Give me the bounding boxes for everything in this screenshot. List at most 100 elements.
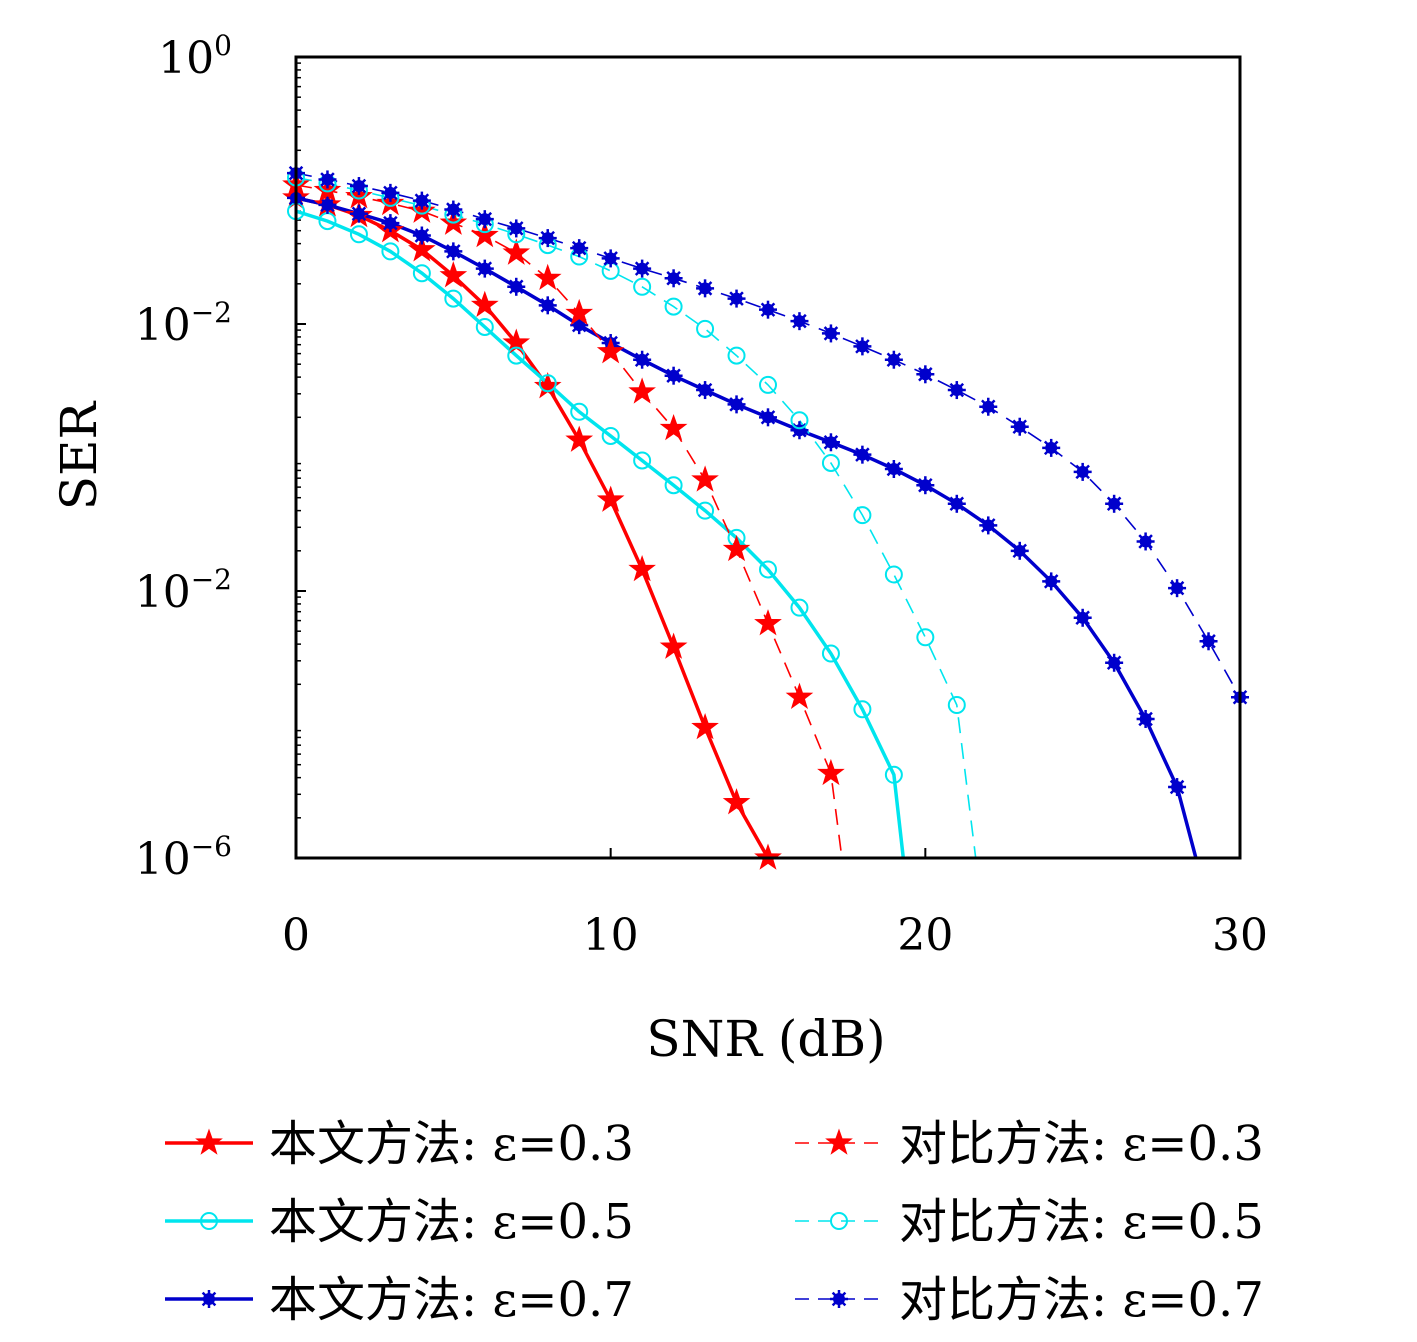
y-tick-exponent: −6 bbox=[191, 830, 232, 863]
legend-label-3: 对比方法: ε=0.3 bbox=[899, 1116, 1264, 1172]
series-4-marker-21 bbox=[947, 695, 966, 714]
legend-label-2: 本文方法: ε=0.7 bbox=[269, 1272, 634, 1328]
series-3-marker-8 bbox=[533, 263, 562, 291]
legend-entry-2: 本文方法: ε=0.7 bbox=[165, 1272, 634, 1328]
series-1-marker-10 bbox=[601, 426, 620, 445]
series-0-marker-13 bbox=[691, 712, 719, 740]
series-line-1 bbox=[296, 209, 906, 858]
series-5-marker-20 bbox=[916, 365, 935, 384]
axis-ticks bbox=[295, 56, 1241, 859]
series-3-marker-11 bbox=[628, 377, 656, 404]
series-0-marker-5 bbox=[439, 261, 468, 288]
y-tick-label-3: 10−6 bbox=[135, 830, 232, 885]
series-2-marker-26 bbox=[1105, 653, 1124, 672]
series-1-marker-11 bbox=[633, 451, 652, 470]
series-3-marker-14 bbox=[722, 534, 751, 562]
series-1-marker-4 bbox=[412, 264, 431, 283]
series-4-marker-19 bbox=[884, 565, 903, 584]
series-1-marker-6 bbox=[475, 317, 494, 336]
series-2-marker-14 bbox=[727, 395, 746, 414]
legend-entry-4: 对比方法: ε=0.5 bbox=[795, 1194, 1264, 1250]
series-2-marker-23 bbox=[1010, 541, 1029, 560]
series-3-marker-10 bbox=[596, 337, 625, 364]
x-tick-labels: 0 10 20 30 bbox=[282, 910, 1268, 961]
series-2-marker-21 bbox=[947, 494, 966, 513]
series-5-marker-15 bbox=[759, 300, 777, 319]
series-5-marker-13 bbox=[696, 279, 715, 298]
series-5-marker-9 bbox=[570, 239, 589, 258]
series-4-marker-12 bbox=[664, 297, 683, 316]
series-1-marker-2 bbox=[349, 225, 368, 244]
series-2-marker-25 bbox=[1073, 608, 1092, 627]
y-tick-base: 10 bbox=[135, 834, 191, 885]
series-2-marker-11 bbox=[633, 350, 652, 369]
series-2-marker-18 bbox=[853, 445, 872, 464]
legend-label-4: 对比方法: ε=0.5 bbox=[899, 1194, 1264, 1250]
series-2-marker-1 bbox=[318, 195, 337, 214]
series-2-marker-15 bbox=[759, 408, 777, 427]
y-tick-label-0: 100 bbox=[158, 29, 232, 84]
series-3-marker-15 bbox=[754, 609, 782, 636]
series-2-marker-8 bbox=[538, 296, 557, 315]
series-2-marker-22 bbox=[979, 516, 998, 535]
x-tick-label-1: 10 bbox=[583, 910, 639, 961]
series-4-marker-16 bbox=[790, 411, 809, 430]
series-0-marker-12 bbox=[659, 632, 688, 659]
series-5-marker-14 bbox=[727, 289, 746, 308]
y-tick-base: 10 bbox=[158, 33, 214, 84]
series-3-marker-9 bbox=[565, 298, 594, 326]
series-4-marker-17 bbox=[821, 453, 840, 472]
y-tick-label-1: 10−2 bbox=[135, 296, 232, 351]
series-5-marker-28 bbox=[1168, 579, 1187, 598]
series-5-marker-5 bbox=[444, 200, 463, 219]
series-2-marker-20 bbox=[916, 476, 935, 495]
series-5-marker-12 bbox=[664, 269, 683, 288]
series-2-marker-2 bbox=[349, 204, 368, 223]
series-5-marker-24 bbox=[1042, 438, 1061, 457]
x-tick-label-3: 30 bbox=[1212, 910, 1268, 961]
plot-frame bbox=[294, 55, 1242, 860]
series-3-marker-2 bbox=[345, 182, 373, 209]
series-1-marker-17 bbox=[821, 644, 840, 663]
legend-label-0: 本文方法: ε=0.3 bbox=[269, 1116, 634, 1172]
series-2-marker-28 bbox=[1168, 778, 1187, 797]
legend-entry-0: 本文方法: ε=0.3 bbox=[165, 1116, 634, 1172]
series-2-marker-5 bbox=[444, 242, 463, 261]
series-5-marker-21 bbox=[947, 381, 966, 400]
series-2-marker-19 bbox=[884, 460, 903, 479]
series-1-marker-13 bbox=[696, 501, 715, 520]
series-1-marker-15 bbox=[759, 560, 777, 579]
series-2-marker-3 bbox=[381, 214, 400, 233]
y-tick-exponent: −2 bbox=[191, 296, 232, 329]
series-5-marker-16 bbox=[790, 312, 809, 331]
series-5-marker-18 bbox=[853, 337, 872, 356]
series-1-marker-19 bbox=[884, 765, 903, 784]
series-5-marker-25 bbox=[1073, 462, 1092, 481]
series-1-marker-8 bbox=[538, 374, 557, 393]
series-5-marker-22 bbox=[979, 397, 998, 416]
legend-marker-3 bbox=[825, 1128, 853, 1155]
series-1-marker-3 bbox=[381, 242, 400, 261]
series-0-marker-14 bbox=[722, 788, 751, 815]
series-5-marker-4 bbox=[412, 191, 431, 210]
legend-marker-5 bbox=[830, 1290, 848, 1308]
series-5-marker-11 bbox=[633, 259, 652, 278]
legend-label-1: 本文方法: ε=0.5 bbox=[269, 1194, 634, 1250]
series-1-marker-16 bbox=[790, 598, 809, 617]
series-2-marker-27 bbox=[1136, 709, 1155, 728]
series-2-marker-7 bbox=[507, 277, 526, 296]
plot-markers bbox=[282, 164, 1249, 870]
series-5-marker-2 bbox=[349, 177, 368, 196]
series-2-marker-12 bbox=[664, 366, 683, 385]
x-axis-label: SNR (dB) bbox=[646, 1010, 885, 1068]
series-3-marker-17 bbox=[817, 758, 845, 786]
series-1-marker-5 bbox=[444, 289, 463, 308]
y-axis-label: SER bbox=[50, 400, 108, 510]
series-1-marker-18 bbox=[853, 700, 872, 719]
series-0-marker-9 bbox=[565, 425, 594, 452]
y-tick-label-2: 10−2 bbox=[135, 563, 232, 618]
series-1-marker-12 bbox=[664, 476, 683, 495]
series-2-marker-6 bbox=[475, 259, 494, 278]
